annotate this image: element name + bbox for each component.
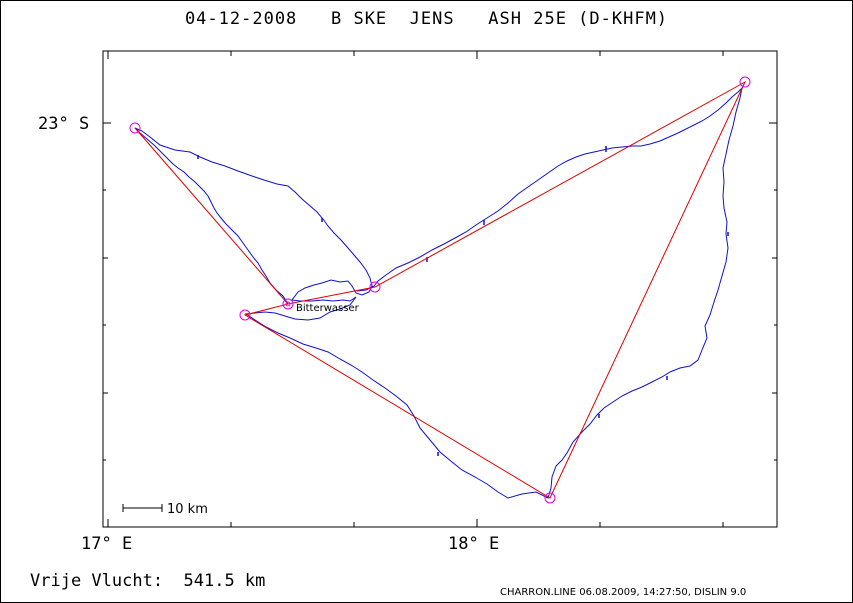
lon-label-17: 17° E (81, 534, 133, 554)
turnpoint-marker (739, 76, 751, 88)
footer-text: CHARRON.LINE 06.08.2009, 14:27:50, DISLI… (500, 587, 747, 598)
map-title: 04-12-2008 B SKE JENS ASH 25E (D-KHFM) (184, 9, 669, 29)
turnpoint-marker (544, 492, 556, 504)
turnpoint-marker (239, 309, 251, 321)
turnpoint-marker (129, 122, 141, 134)
track-marks (197, 146, 729, 456)
start-marker (282, 298, 294, 310)
start-marker-inner (285, 301, 291, 307)
lon-label-18: 18° E (448, 534, 500, 554)
scale-bar (122, 504, 163, 512)
turnpoint-name: Bitterwasser (296, 303, 360, 314)
flight-track (134, 86, 743, 499)
turnpoint-marker (369, 281, 381, 293)
lat-label: 23° S (38, 114, 90, 134)
axis-ticks (103, 51, 777, 527)
turnpoint-markers (129, 76, 751, 504)
distance-text: Vrije Vlucht: 541.5 km (30, 571, 266, 591)
plot-area (102, 50, 778, 528)
task-legs (134, 80, 747, 499)
scale-label: 10 km (167, 502, 208, 517)
